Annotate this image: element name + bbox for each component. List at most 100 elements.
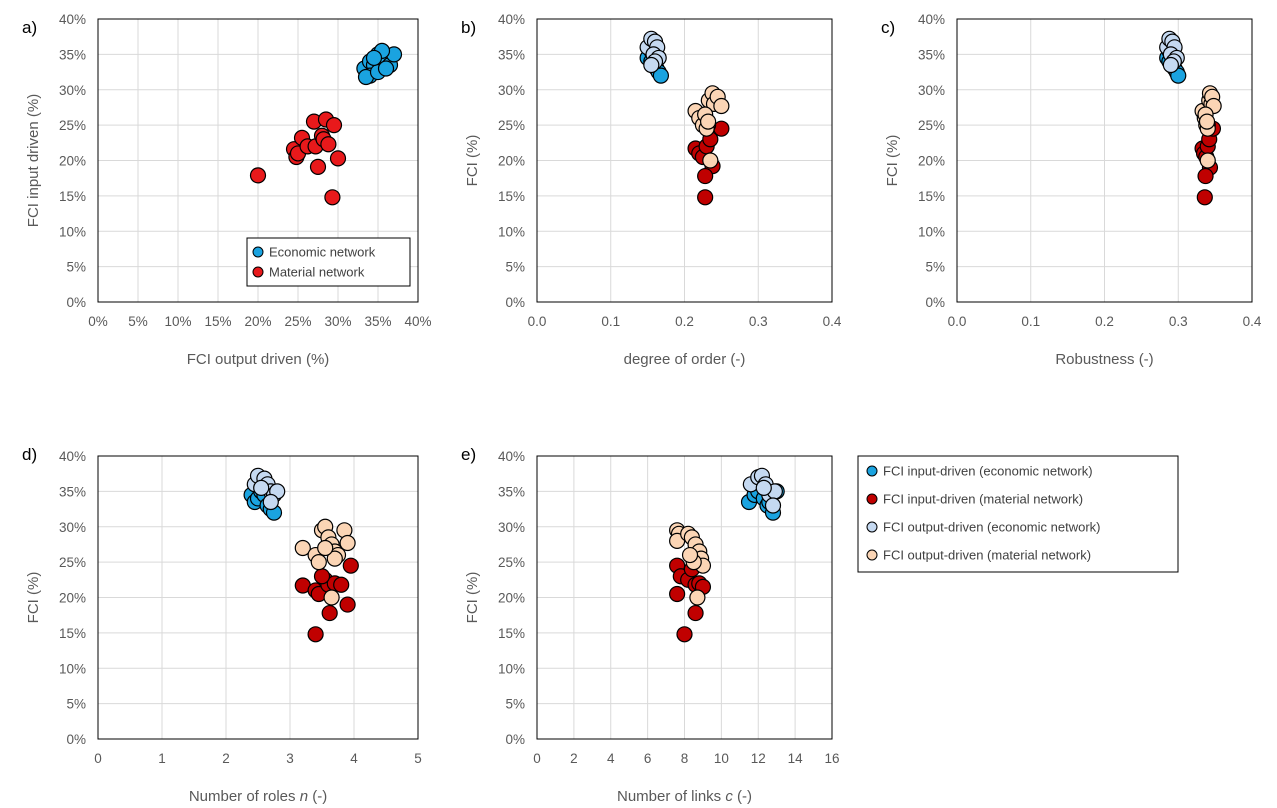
x-axis-variable: n [300, 788, 308, 805]
y-tick-label: 15% [498, 626, 525, 641]
y-tick-label: 20% [918, 154, 945, 169]
x-tick-label: 0 [533, 751, 541, 766]
panel-label: d) [22, 445, 37, 464]
y-tick-label: 30% [59, 83, 86, 98]
data-point-mat-in [320, 136, 337, 153]
y-tick-label: 35% [59, 484, 86, 499]
data-point-econ-out [253, 479, 270, 496]
legend-label: FCI output-driven (material network) [883, 548, 1091, 563]
y-axis-title: FCI (%) [884, 135, 901, 187]
x-axis-title-part: Number of links [617, 788, 725, 805]
data-point-mat-in [313, 568, 331, 585]
plot-frame [956, 18, 1253, 303]
y-tick-label: 10% [498, 224, 525, 239]
x-axis-title: FCI output driven (%) [187, 351, 330, 368]
y-axis-title: FCI (%) [25, 572, 42, 624]
legend-marker-mat-in [866, 493, 878, 505]
panel-label: e) [461, 445, 476, 464]
y-tick-label: 0% [66, 732, 86, 747]
data-point-mat-in [333, 576, 350, 593]
x-tick-label: 8 [681, 751, 689, 766]
x-tick-label: 0.2 [675, 314, 694, 329]
x-tick-label: 12 [751, 751, 766, 766]
y-tick-label: 15% [59, 626, 86, 641]
data-point-mat-in [325, 117, 343, 134]
data-point-mat-in [697, 167, 714, 185]
x-axis-title-part: (-) [308, 788, 327, 805]
y-tick-label: 15% [498, 189, 525, 204]
legend-box [857, 455, 1179, 573]
legend-label: Material network [269, 265, 365, 280]
data-point-mat-in [1197, 167, 1214, 185]
x-tick-label: 2 [570, 751, 578, 766]
y-tick-label: 40% [498, 449, 525, 464]
x-tick-label: 10% [164, 314, 191, 329]
data-point-mat-out [1199, 152, 1216, 169]
x-axis-title: degree of order (-) [624, 351, 746, 368]
data-point-mat-out [339, 534, 356, 552]
data-point-mat-out [326, 550, 343, 567]
x-tick-label: 25% [284, 314, 311, 329]
legend-label: FCI input-driven (economic network) [883, 464, 1093, 479]
data-point-mat-out [310, 554, 327, 571]
y-tick-label: 0% [505, 295, 525, 310]
data-point-econ-in [365, 49, 383, 67]
plot-frame [97, 455, 419, 740]
x-tick-label: 16 [824, 751, 839, 766]
y-tick-label: 5% [925, 260, 945, 275]
y-tick-label: 5% [505, 260, 525, 275]
y-tick-label: 35% [498, 47, 525, 62]
y-tick-label: 20% [498, 591, 525, 606]
y-tick-label: 30% [498, 83, 525, 98]
data-point-mat-in [669, 585, 686, 603]
chart-panel-3: 0.0 0.1 0.2 0.3 0.4 0% 5% 10% 15% 20% 25% 30% 35% 40%… [881, 12, 1262, 368]
x-tick-label: 14 [788, 751, 804, 766]
x-tick-label: 20% [244, 314, 271, 329]
y-tick-label: 30% [498, 520, 525, 535]
data-point-mat-out [699, 113, 717, 130]
legend-panel-a: Economic network Material network [246, 237, 411, 287]
data-point-mat-out [681, 546, 699, 564]
data-point-mat-out [702, 152, 719, 169]
x-tick-label: 1 [158, 751, 166, 766]
y-tick-label: 15% [59, 189, 86, 204]
y-tick-label: 25% [498, 118, 525, 133]
plot-frame [536, 455, 833, 740]
y-tick-label: 0% [925, 295, 945, 310]
y-tick-label: 20% [498, 154, 525, 169]
panel-label: b) [461, 18, 476, 37]
y-tick-label: 30% [918, 83, 945, 98]
x-tick-label: 0% [88, 314, 108, 329]
data-point-econ-out [1162, 56, 1179, 74]
y-tick-label: 25% [918, 118, 945, 133]
y-tick-label: 10% [59, 661, 86, 676]
legend-marker-mat-out [866, 549, 878, 561]
y-tick-label: 35% [918, 47, 945, 62]
x-tick-label: 0.3 [749, 314, 768, 329]
legend-marker-econ-in [866, 465, 878, 477]
x-axis-title-part: (-) [733, 788, 752, 805]
y-tick-label: 40% [59, 12, 86, 27]
data-point-econ-out [643, 56, 660, 74]
x-tick-label: 3 [286, 751, 294, 766]
x-tick-label: 5% [128, 314, 148, 329]
data-point-econ-out [764, 497, 782, 514]
data-point-mat-in [321, 604, 338, 622]
y-tick-label: 10% [59, 224, 86, 239]
y-tick-label: 40% [918, 12, 945, 27]
y-tick-label: 5% [66, 260, 86, 275]
data-point-mat-in [713, 120, 730, 137]
data-point-mat-in [309, 158, 327, 175]
y-tick-label: 35% [59, 47, 86, 62]
data-point-mat-out [713, 97, 730, 115]
x-axis-title-part: Number of roles [189, 788, 300, 805]
data-point-mat-out [689, 589, 706, 606]
x-tick-label: 0.0 [528, 314, 547, 329]
y-tick-label: 0% [66, 295, 86, 310]
x-tick-label: 5 [414, 751, 422, 766]
y-tick-label: 10% [498, 661, 525, 676]
x-tick-label: 0 [94, 751, 102, 766]
x-tick-label: 40% [404, 314, 431, 329]
data-point-mat-in [329, 150, 347, 167]
